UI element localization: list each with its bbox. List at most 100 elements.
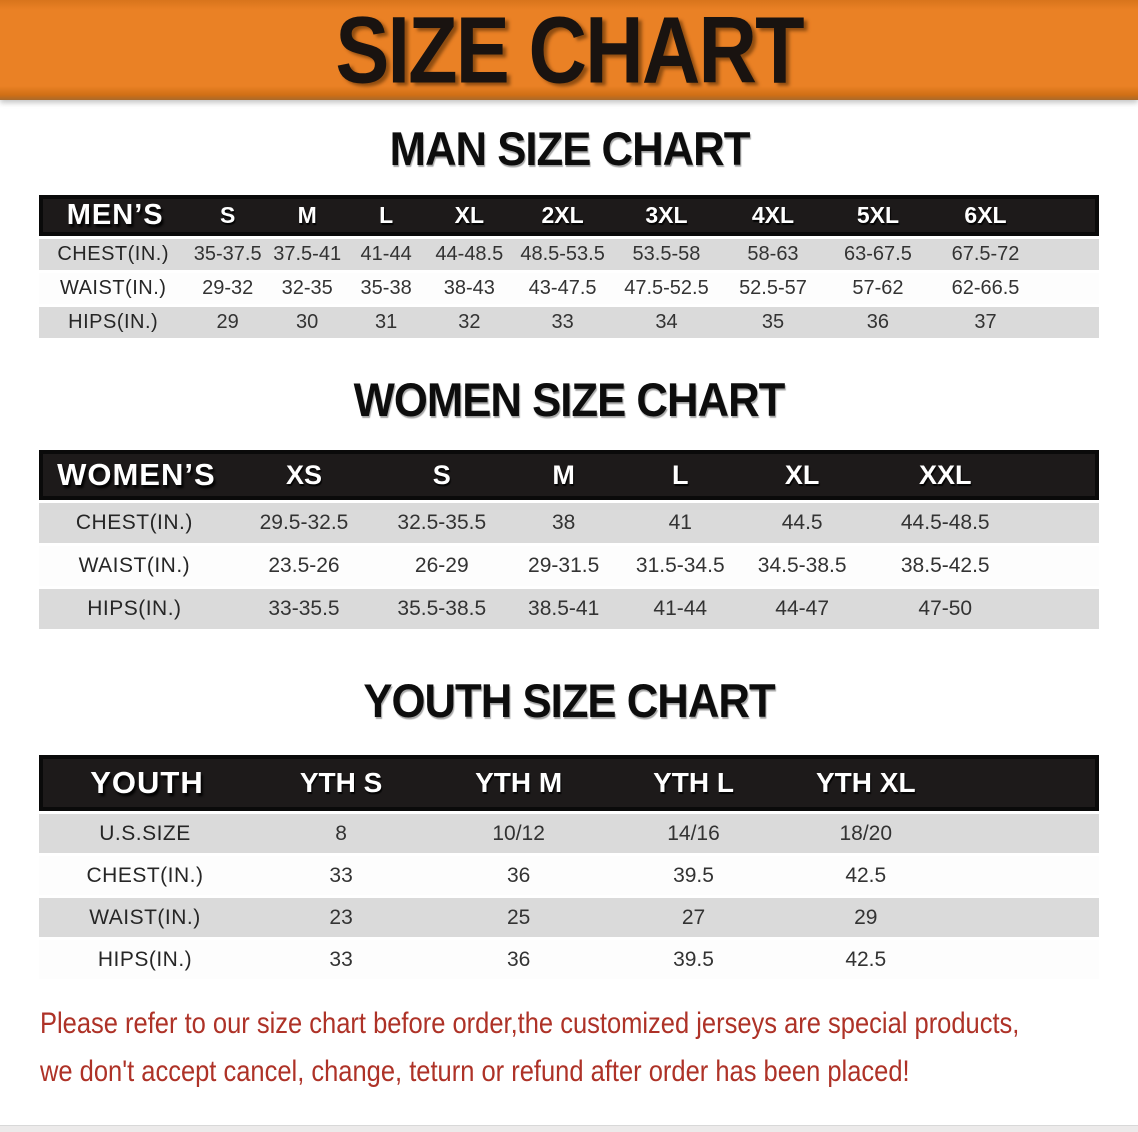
spacer-cell [1024, 546, 1099, 586]
size-value-cell: 33 [251, 940, 432, 979]
size-column-header: XXL [865, 450, 1025, 500]
size-value-cell: 38.5-42.5 [865, 546, 1025, 586]
size-value-cell: 48.5-53.5 [512, 239, 613, 270]
size-value-cell: 29.5-32.5 [229, 503, 379, 543]
row-label: CHEST(IN.) [39, 503, 230, 543]
size-value-cell: 39.5 [606, 940, 781, 979]
spacer-cell [1040, 239, 1099, 270]
size-column-header: YTH M [431, 755, 607, 811]
measurement-row: CHEST(IN.) 33 36 39.5 42.5 [39, 856, 1099, 895]
size-value-cell: 38-43 [425, 273, 513, 304]
size-value-cell: 37 [930, 307, 1041, 338]
spacer-cell [950, 940, 1099, 979]
row-label: HIPS(IN.) [39, 589, 230, 629]
disclaimer-line-2: we don't accept cancel, change, teturn o… [40, 1055, 910, 1088]
size-value-cell: 33 [512, 307, 613, 338]
size-column-header: 3XL [612, 195, 721, 236]
size-value-cell: 33 [251, 856, 432, 895]
size-value-cell: 25 [431, 898, 607, 937]
size-column-header: L [621, 450, 739, 500]
bottom-edge-strip [0, 1125, 1138, 1132]
row-label: CHEST(IN.) [39, 239, 188, 270]
row-label: WAIST(IN.) [39, 546, 230, 586]
spacer-cell [950, 755, 1099, 811]
size-value-cell: 42.5 [780, 856, 951, 895]
measurement-row: CHEST(IN.) 35-37.5 37.5-41 41-44 44-48.5 48.5… [39, 239, 1099, 270]
size-value-cell: 39.5 [606, 856, 781, 895]
size-table-header-row: WOMEN’S XS S M L XL XXL [39, 450, 1099, 500]
size-value-cell: 30 [267, 307, 347, 338]
men-size-section: MAN SIZE CHART MEN’S S M L XL 2XL 3XL 4XL 5XL 6XL C… [0, 122, 1138, 341]
row-label: CHEST(IN.) [39, 856, 251, 895]
row-label: WAIST(IN.) [39, 898, 251, 937]
measurement-row: WAIST(IN.) 29-32 32-35 35-38 38-43 43-47.5 47.… [39, 273, 1099, 304]
size-column-header: 4XL [720, 195, 826, 236]
measurement-row: HIPS(IN.) 33-35.5 35.5-38.5 38.5-41 41-44 44-… [39, 589, 1099, 629]
youth-size-section: YOUTH SIZE CHART YOUTH YTH S YTH M YTH L YTH … [0, 673, 1138, 982]
size-value-cell: 31 [346, 307, 426, 338]
size-value-cell: 29 [780, 898, 951, 937]
disclaimer-line-1: Please refer to our size chart before or… [40, 1007, 1020, 1040]
spacer-cell [1024, 450, 1099, 500]
size-value-cell: 44.5 [738, 503, 866, 543]
size-value-cell: 36 [431, 856, 607, 895]
size-table-header-row: MEN’S S M L XL 2XL 3XL 4XL 5XL 6XL [39, 195, 1099, 236]
size-value-cell: 35 [720, 307, 826, 338]
size-value-cell: 47.5-52.5 [612, 273, 721, 304]
size-column-header: M [505, 450, 622, 500]
spacer-cell [1024, 589, 1099, 629]
size-value-cell: 38 [505, 503, 622, 543]
size-column-header: 2XL [512, 195, 613, 236]
women-size-table: WOMEN’S XS S M L XL XXL CHEST(IN.) 29.5-32.5 32.5… [39, 447, 1099, 632]
row-label: WAIST(IN.) [39, 273, 188, 304]
measurement-row: U.S.SIZE 8 10/12 14/16 18/20 [39, 814, 1099, 853]
size-column-header: YTH L [606, 755, 781, 811]
measurement-row: HIPS(IN.) 33 36 39.5 42.5 [39, 940, 1099, 979]
size-value-cell: 8 [251, 814, 432, 853]
section-heading: MAN SIZE CHART [0, 122, 1138, 175]
size-value-cell: 41-44 [621, 589, 739, 629]
size-value-cell: 44.5-48.5 [865, 503, 1025, 543]
size-value-cell: 34.5-38.5 [738, 546, 866, 586]
size-value-cell: 62-66.5 [930, 273, 1041, 304]
row-label: HIPS(IN.) [39, 940, 251, 979]
size-value-cell: 26-29 [378, 546, 506, 586]
size-value-cell: 67.5-72 [930, 239, 1041, 270]
row-label: U.S.SIZE [39, 814, 251, 853]
spacer-cell [950, 898, 1099, 937]
size-value-cell: 31.5-34.5 [621, 546, 739, 586]
size-value-cell: 44-47 [738, 589, 866, 629]
spacer-cell [950, 814, 1099, 853]
spacer-cell [1040, 307, 1099, 338]
table-title-cell: MEN’S [39, 195, 188, 236]
size-column-header: L [346, 195, 426, 236]
size-value-cell: 29 [187, 307, 268, 338]
section-heading-text: YOUTH SIZE CHART [363, 673, 775, 728]
size-column-header: S [187, 195, 268, 236]
size-value-cell: 18/20 [780, 814, 951, 853]
disclaimer: Please refer to our size chart before or… [40, 1000, 1138, 1096]
size-column-header: XL [738, 450, 866, 500]
size-value-cell: 41-44 [346, 239, 426, 270]
banner: SIZE CHART [0, 0, 1138, 100]
size-value-cell: 14/16 [606, 814, 781, 853]
size-value-cell: 29-32 [187, 273, 268, 304]
table-title-cell: WOMEN’S [39, 450, 230, 500]
size-value-cell: 63-67.5 [825, 239, 931, 270]
section-heading: WOMEN SIZE CHART [0, 373, 1138, 426]
row-label: HIPS(IN.) [39, 307, 188, 338]
size-value-cell: 32.5-35.5 [378, 503, 506, 543]
size-column-header: YTH S [251, 755, 432, 811]
size-table-header-row: YOUTH YTH S YTH M YTH L YTH XL [39, 755, 1099, 811]
size-column-header: 5XL [825, 195, 931, 236]
youth-size-table: YOUTH YTH S YTH M YTH L YTH XL U.S.SIZE 8 10/12… [39, 752, 1099, 982]
size-value-cell: 29-31.5 [505, 546, 622, 586]
size-column-header: M [267, 195, 347, 236]
size-value-cell: 58-63 [720, 239, 826, 270]
size-column-header: S [378, 450, 506, 500]
section-heading: YOUTH SIZE CHART [0, 673, 1138, 728]
spacer-cell [950, 856, 1099, 895]
size-value-cell: 23 [251, 898, 432, 937]
spacer-cell [1040, 273, 1099, 304]
